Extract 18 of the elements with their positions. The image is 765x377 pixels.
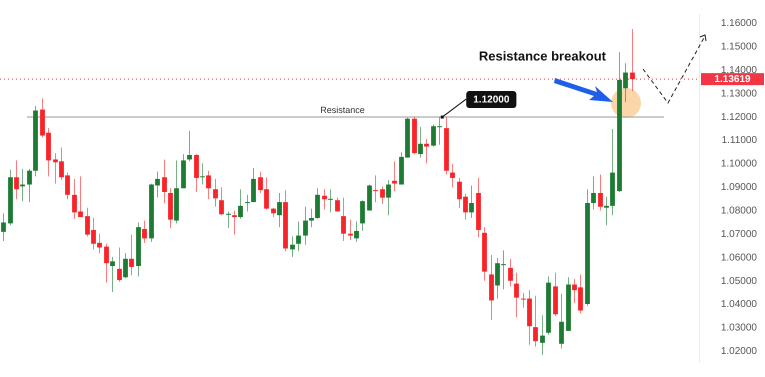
y-tick-label: 1.05000 [720, 276, 758, 287]
y-tick-label: 1.06000 [720, 252, 758, 264]
y-tick-label: 1.10000 [720, 158, 758, 170]
y-tick-label: 1.07000 [720, 228, 758, 240]
y-tick-label: 1.03000 [720, 322, 758, 334]
y-tick-label: 1.15000 [720, 42, 758, 53]
y-tick-label: 1.12000 [720, 112, 758, 123]
y-tick-label: 1.11000 [722, 135, 758, 146]
y-tick-label: 1.04000 [720, 299, 758, 310]
y-tick-label: 1.16000 [720, 18, 758, 30]
annotation: 1.12000 [473, 94, 510, 106]
ref-line-label: 1.13619 [714, 74, 752, 85]
y-tick-label: 1.13000 [720, 88, 758, 100]
annotation: Resistance breakout [478, 48, 607, 64]
y-tick-label: 1.02000 [720, 346, 758, 358]
ref-line-label: Resistance [320, 105, 365, 116]
y-tick-label: 1.09000 [720, 182, 758, 194]
y-tick-label: 1.08000 [720, 206, 758, 216]
